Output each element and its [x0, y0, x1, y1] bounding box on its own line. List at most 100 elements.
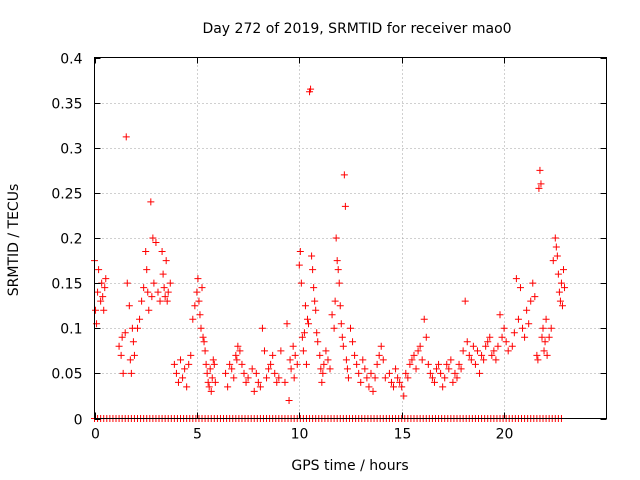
- data-point: [203, 369, 211, 377]
- data-point: [232, 351, 240, 359]
- data-point: [275, 374, 283, 382]
- data-point: [316, 351, 324, 359]
- data-point: [252, 369, 260, 377]
- data-point: [498, 333, 506, 341]
- data-point: [549, 257, 557, 265]
- data-point: [94, 288, 102, 296]
- data-point: [533, 351, 541, 359]
- data-point: [482, 342, 490, 350]
- data-point: [204, 378, 212, 386]
- data-point: [277, 347, 285, 355]
- data-point: [187, 351, 195, 359]
- data-point: [163, 297, 171, 305]
- data-point: [334, 266, 342, 274]
- data-point: [102, 275, 110, 283]
- data-point: [435, 360, 443, 368]
- y-tick-label: 0.35: [51, 97, 82, 113]
- data-point: [392, 365, 400, 373]
- data-point: [508, 342, 516, 350]
- data-point: [97, 297, 105, 305]
- data-point: [451, 369, 459, 377]
- data-point: [328, 311, 336, 319]
- data-point: [406, 360, 414, 368]
- data-point: [512, 275, 520, 283]
- data-point: [159, 270, 167, 278]
- data-point: [303, 315, 311, 323]
- data-point: [552, 243, 560, 251]
- data-point: [307, 85, 315, 93]
- data-point: [198, 284, 206, 292]
- data-point: [99, 293, 107, 301]
- data-point: [312, 306, 320, 314]
- data-point: [538, 333, 546, 341]
- data-point: [311, 297, 319, 305]
- data-point: [197, 324, 205, 332]
- data-point: [145, 306, 153, 314]
- data-point: [527, 297, 535, 305]
- data-point: [422, 333, 430, 341]
- data-point: [236, 347, 244, 355]
- data-point: [115, 342, 123, 350]
- y-tick-label: 0.05: [51, 367, 82, 383]
- data-point: [556, 297, 564, 305]
- data-point: [161, 293, 169, 301]
- data-point: [200, 338, 208, 346]
- y-tick-label: 0.25: [51, 187, 82, 203]
- x-tick-label: 15: [394, 427, 412, 443]
- data-point: [373, 360, 381, 368]
- data-point: [471, 360, 479, 368]
- data-point: [309, 266, 317, 274]
- data-point: [314, 338, 322, 346]
- data-point: [248, 365, 256, 373]
- data-point: [199, 333, 207, 341]
- data-point: [183, 383, 191, 391]
- data-point: [130, 351, 138, 359]
- data-point: [313, 329, 321, 337]
- data-point: [194, 275, 202, 283]
- data-point: [337, 320, 345, 328]
- data-point: [381, 374, 389, 382]
- data-point: [174, 378, 182, 386]
- data-point: [148, 293, 156, 301]
- data-point: [342, 356, 350, 364]
- data-point: [336, 302, 344, 310]
- data-point: [359, 356, 367, 364]
- data-point: [281, 378, 289, 386]
- data-point: [519, 324, 527, 332]
- data-point: [206, 365, 214, 373]
- data-point: [162, 257, 170, 265]
- data-point: [166, 279, 174, 287]
- data-point: [410, 351, 418, 359]
- data-point: [514, 315, 522, 323]
- x-tick-label: 10: [291, 427, 309, 443]
- data-point: [142, 248, 150, 256]
- data-point: [242, 378, 250, 386]
- data-point: [100, 306, 108, 314]
- data-point: [193, 288, 201, 296]
- data-point: [478, 351, 486, 359]
- data-point: [126, 356, 134, 364]
- data-point: [461, 297, 469, 305]
- data-point: [561, 284, 569, 292]
- data-point: [488, 351, 496, 359]
- data-point: [326, 365, 334, 373]
- data-point: [149, 234, 157, 242]
- data-point: [414, 347, 422, 355]
- data-point: [195, 297, 203, 305]
- data-point: [127, 369, 135, 377]
- data-point: [147, 198, 155, 206]
- data-point: [494, 342, 502, 350]
- data-point: [293, 360, 301, 368]
- data-point: [118, 333, 126, 341]
- data-point: [349, 338, 357, 346]
- data-point: [296, 248, 304, 256]
- data-point: [269, 351, 277, 359]
- data-point: [379, 356, 387, 364]
- data-point: [559, 266, 567, 274]
- data-point: [224, 383, 232, 391]
- data-point: [295, 261, 303, 269]
- data-point: [459, 347, 467, 355]
- data-point: [119, 369, 127, 377]
- data-point: [265, 365, 273, 373]
